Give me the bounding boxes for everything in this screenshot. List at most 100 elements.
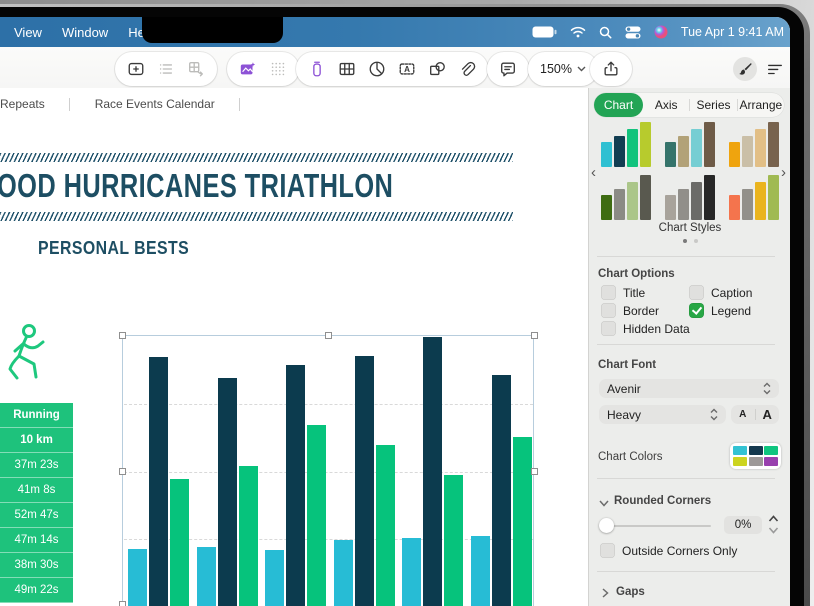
- tab-series[interactable]: Series: [696, 98, 731, 112]
- caption-checkbox[interactable]: [689, 285, 704, 300]
- spotlight-search-icon[interactable]: [599, 26, 612, 39]
- menu-bar-clock[interactable]: Tue Apr 1 9:41 AM: [680, 25, 784, 39]
- format-button[interactable]: [733, 57, 757, 81]
- bar-series-green-cat6[interactable]: [513, 436, 532, 606]
- battery-icon[interactable]: [532, 26, 557, 38]
- chart-style-thumbnail-2[interactable]: [665, 122, 717, 167]
- table-row[interactable]: 41m 8s: [0, 478, 73, 503]
- tab-arrange[interactable]: Arrange: [739, 98, 783, 112]
- legend-checkbox[interactable]: [689, 303, 704, 318]
- chart-style-thumbnail-6[interactable]: [729, 175, 781, 220]
- font-family-select[interactable]: Avenir: [599, 379, 779, 398]
- bar-series-green-cat4[interactable]: [375, 444, 395, 606]
- selection-handle[interactable]: [119, 332, 126, 339]
- slider-thumb[interactable]: [599, 518, 614, 533]
- share-icon: [602, 60, 620, 78]
- bar-series-green-cat5[interactable]: [444, 475, 464, 606]
- bar-series-green-cat3[interactable]: [307, 424, 327, 606]
- sheet-tab-repeats[interactable]: Repeats: [0, 97, 45, 111]
- rounded-corners-slider[interactable]: [603, 525, 711, 527]
- pagination-dot[interactable]: [682, 239, 687, 243]
- font-weight-select[interactable]: Heavy: [599, 405, 726, 424]
- bar-series-light-blue-cat4[interactable]: [333, 539, 353, 606]
- organize-button[interactable]: [763, 57, 787, 81]
- bar-series-dark-teal-cat4[interactable]: [354, 356, 374, 606]
- bar-series-light-blue-cat3[interactable]: [265, 550, 285, 606]
- bar-series-light-blue-cat1[interactable]: [128, 548, 147, 606]
- personal-bests-table[interactable]: Running 10 km 37m 23s 41m 8s 52m 47s 47m 14s 3…: [0, 403, 73, 603]
- control-center-icon[interactable]: [625, 26, 641, 39]
- shapes-icon[interactable]: [428, 60, 446, 78]
- chart-style-thumbnail-3[interactable]: [729, 122, 781, 167]
- table-row[interactable]: 38m 30s: [0, 553, 73, 578]
- selection-handle[interactable]: [531, 468, 538, 475]
- bar-chart[interactable]: [119, 332, 538, 606]
- bar-series-light-blue-cat5[interactable]: [402, 538, 422, 606]
- table-icon[interactable]: [338, 60, 356, 78]
- rounded-corners-heading[interactable]: Rounded Corners: [614, 495, 712, 507]
- bar-series-green-cat1[interactable]: [170, 478, 189, 606]
- column-shape-icon[interactable]: [308, 60, 326, 78]
- selection-handle[interactable]: [119, 601, 126, 606]
- document-subtitle[interactable]: PERSONAL BESTS: [38, 238, 190, 258]
- border-label: Border: [623, 304, 660, 318]
- outside-corners-checkbox[interactable]: [600, 543, 615, 558]
- table-row[interactable]: 47m 14s: [0, 528, 73, 553]
- styles-next-button[interactable]: ›: [781, 164, 786, 181]
- bar-series-light-blue-cat2[interactable]: [196, 546, 216, 606]
- tab-axis[interactable]: Axis: [654, 98, 678, 112]
- bar-series-dark-teal-cat5[interactable]: [423, 336, 443, 606]
- zoom-level-control[interactable]: 150%: [528, 52, 598, 86]
- pagination-dot[interactable]: [693, 239, 698, 243]
- table-row[interactable]: 49m 22s: [0, 578, 73, 603]
- selection-handle[interactable]: [531, 332, 538, 339]
- disclosure-expanded-icon[interactable]: [599, 500, 609, 507]
- styles-prev-button[interactable]: ‹: [591, 164, 596, 181]
- chart-style-thumbnail-4[interactable]: [601, 175, 653, 220]
- thumbnail-bar: [755, 128, 766, 167]
- document-title[interactable]: OOD HURRICANES TRIATHLON: [0, 167, 394, 205]
- table-row[interactable]: 52m 47s: [0, 503, 73, 528]
- styles-pagination-dots[interactable]: [589, 239, 790, 243]
- share-button[interactable]: [590, 52, 632, 86]
- bar-series-light-blue-cat6[interactable]: [471, 536, 490, 606]
- gaps-heading[interactable]: Gaps: [616, 586, 645, 598]
- title-checkbox[interactable]: [601, 285, 616, 300]
- selection-handle[interactable]: [325, 332, 332, 339]
- media-sparkle-icon[interactable]: [239, 60, 257, 78]
- toolbar-group: A: [296, 52, 488, 86]
- siri-icon[interactable]: [654, 25, 668, 39]
- stepper-control[interactable]: [768, 514, 779, 536]
- attachment-icon[interactable]: [458, 60, 476, 78]
- table-header-row[interactable]: Running: [0, 403, 73, 428]
- border-checkbox[interactable]: [601, 303, 616, 318]
- decrease-font-size-button[interactable]: A: [739, 409, 747, 420]
- divider: [68, 97, 70, 111]
- wifi-icon[interactable]: [570, 26, 586, 38]
- bar-series-dark-teal-cat3[interactable]: [286, 364, 306, 606]
- bar-series-dark-teal-cat1[interactable]: [149, 356, 168, 606]
- bar-series-dark-teal-cat6[interactable]: [492, 375, 511, 606]
- hidden-data-checkbox[interactable]: [601, 321, 616, 336]
- table-row[interactable]: 37m 23s: [0, 453, 73, 478]
- bar-series-green-cat2[interactable]: [238, 465, 258, 606]
- selection-handle[interactable]: [119, 468, 126, 475]
- thumbnail-bar: [601, 142, 612, 167]
- sheet-tab-race-events-calendar[interactable]: Race Events Calendar: [94, 97, 215, 111]
- menu-view[interactable]: View: [14, 24, 42, 40]
- rounded-corners-value[interactable]: 0%: [724, 516, 762, 534]
- comment-icon[interactable]: [499, 60, 517, 78]
- disclosure-collapsed-icon[interactable]: [602, 588, 609, 598]
- chart-colors-button[interactable]: [730, 443, 781, 469]
- insert-box-icon[interactable]: [127, 60, 145, 78]
- tab-chart[interactable]: Chart: [594, 93, 643, 117]
- document-canvas[interactable]: Repeats Race Events Calendar OOD HURRICAN…: [0, 88, 588, 606]
- increase-font-size-button[interactable]: A: [762, 407, 772, 422]
- chart-style-thumbnail-1[interactable]: [601, 122, 653, 167]
- pie-chart-icon[interactable]: [368, 60, 386, 78]
- text-box-icon[interactable]: A: [398, 60, 416, 78]
- table-header-row[interactable]: 10 km: [0, 428, 73, 453]
- menu-window[interactable]: Window: [61, 24, 109, 40]
- chart-style-thumbnail-5[interactable]: [665, 175, 717, 220]
- bar-series-dark-teal-cat2[interactable]: [217, 377, 237, 606]
